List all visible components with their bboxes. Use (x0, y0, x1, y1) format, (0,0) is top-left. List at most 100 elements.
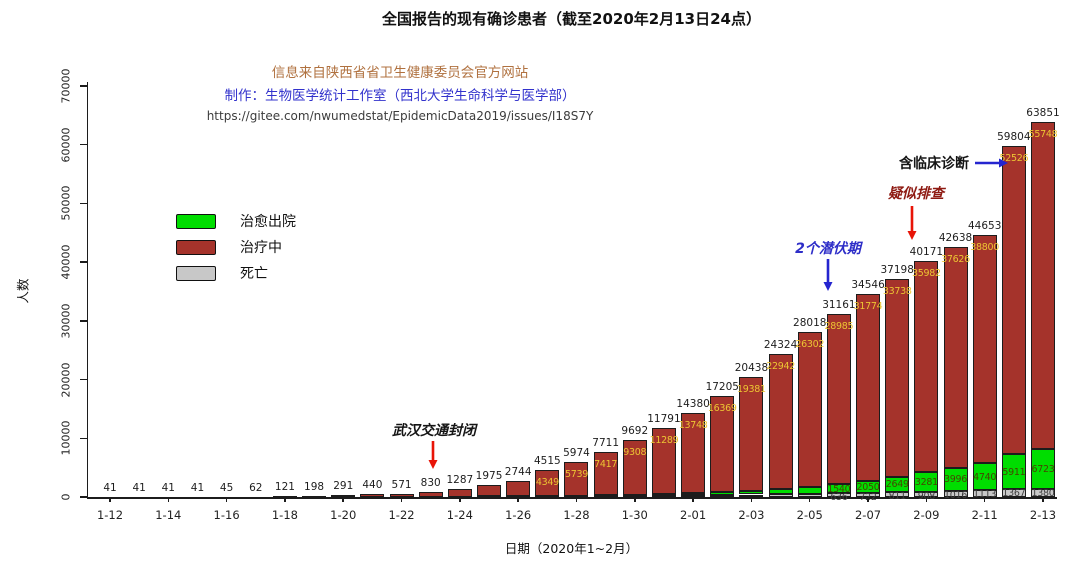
bar-dead-label: 1016 (944, 490, 968, 502)
bar-segment-treating (1030, 122, 1055, 450)
bar-treating-label: 52526 (999, 152, 1029, 164)
bar-segment-cured (972, 462, 997, 491)
bar-treating-label: 55748 (1028, 129, 1058, 141)
bar-treating-label: 7417 (594, 458, 618, 470)
bar-dead-label: 811 (888, 491, 907, 503)
bar-segment-treating (185, 496, 210, 499)
legend-item: 死亡 (176, 260, 296, 286)
bar-segment-cured (914, 472, 939, 492)
x-tick-label: 2-05 (796, 508, 823, 522)
x-tick-label: 1-16 (213, 508, 240, 522)
y-tick-mark (79, 143, 87, 146)
y-tick-mark (79, 496, 87, 498)
bar-total-label: 45 (219, 481, 234, 494)
x-tick-mark (692, 497, 694, 502)
source-note: 信息来自陕西省省卫生健康委员会官方网站 (271, 65, 529, 81)
bar-total-label: 291 (333, 480, 354, 493)
bar-dead-label: 636 (830, 492, 848, 504)
bar-segment-treating (506, 480, 531, 497)
bar-segment-cured (681, 493, 706, 496)
y-tick-mark (79, 261, 87, 263)
bar-treating-label: 9308 (623, 447, 647, 459)
bar-total-label: 28018 (793, 317, 827, 330)
bar-cured-label: 6723 (1031, 464, 1055, 476)
bar-segment-treating (914, 261, 939, 473)
arrow-head-two_incubation (823, 282, 833, 291)
x-tick-mark (400, 497, 403, 502)
x-axis-title: 日期（2020年1~2月） (504, 541, 639, 556)
bar-segment-cured (739, 490, 764, 495)
legend-item: 治愈出院 (176, 208, 296, 234)
x-tick-mark (284, 497, 286, 502)
y-tick-mark (79, 320, 87, 322)
bar-segment-dead (739, 494, 764, 497)
bar-total-label: 17205 (705, 380, 739, 393)
bar-segment-dead (856, 492, 881, 497)
bar-cured-label: 2649 (885, 479, 909, 491)
bar-treating-label: 4349 (535, 477, 559, 489)
y-tick-mark (79, 85, 87, 87)
y-tick-mark (79, 378, 87, 381)
bar-total-label: 34546 (851, 279, 885, 292)
bar-segment-dead (885, 492, 910, 497)
bar-segment-treating (681, 412, 706, 494)
bar-dead-label: 1380 (1031, 488, 1055, 500)
bar-dead-label: 1367 (1002, 488, 1026, 500)
x-tick-mark (517, 497, 519, 502)
bar-segment-cured (1030, 449, 1055, 489)
y-tick-mark (79, 437, 87, 440)
bar-treating-label: 11289 (649, 434, 679, 446)
chart-title: 全国报告的现有确诊患者（截至2020年2月13日24点） (382, 10, 761, 28)
bar-segment-dead (768, 494, 793, 497)
bar-total-label: 41 (190, 481, 205, 494)
x-tick-mark (459, 497, 461, 502)
bar-cured-label: 3996 (944, 474, 968, 486)
bar-treating-label: 5739 (564, 468, 588, 480)
credit-note: 制作：生物医学统计工作室（西北大学生命科学与医学部） (224, 88, 576, 104)
x-tick-mark (109, 497, 111, 502)
legend-swatch (176, 265, 216, 281)
bar-treating-label: 35982 (911, 268, 941, 280)
legend-swatch (176, 213, 216, 229)
bar-cured-label: 1540 (827, 484, 851, 496)
source-url-link[interactable]: https://gitee.com/nwumedstat/EpidemicDat… (206, 109, 594, 123)
bar-segment-treating (535, 470, 560, 497)
x-tick-label: 1-30 (621, 508, 648, 522)
bar-segment-treating (418, 492, 443, 497)
x-tick-mark (575, 497, 578, 502)
x-tick-label: 1-24 (446, 508, 473, 522)
bar-segment-cured (622, 494, 647, 497)
bar-segment-dead (1030, 488, 1055, 497)
bar-segment-cured (885, 476, 910, 493)
bar-total-label: 1287 (446, 474, 474, 487)
bar-segment-dead (710, 494, 735, 497)
x-tick-mark (1042, 497, 1044, 502)
legend-label: 死亡 (240, 266, 268, 282)
bar-total-label: 11791 (647, 412, 681, 425)
bar-total-label: 42638 (938, 231, 973, 244)
bar-total-label: 4515 (533, 455, 561, 468)
bar-treating-label: 38800 (970, 241, 1000, 253)
y-tick-mark (79, 202, 87, 205)
bar-total-label: 9692 (621, 425, 649, 438)
bar-total-label: 37198 (880, 263, 914, 276)
x-tick-label: 1-14 (155, 508, 182, 522)
annotation-wuhan-lockdown: 武汉交通封闭 (392, 423, 476, 439)
bar-segment-cured (856, 480, 881, 493)
bar-segment-treating (739, 376, 764, 491)
x-tick-label: 2-09 (913, 508, 940, 522)
bar-segment-cured (360, 496, 385, 499)
bar-total-label: 571 (391, 478, 412, 491)
bar-segment-cured (1001, 454, 1026, 489)
bar-cured-label: 4740 (973, 471, 997, 483)
bar-segment-cured (710, 492, 735, 495)
x-tick-label: 2-11 (971, 508, 998, 522)
bar-total-label: 44653 (967, 219, 1002, 232)
bar-segment-treating (360, 494, 385, 497)
bar-total-label: 20438 (734, 361, 769, 374)
bar-segment-treating (797, 332, 822, 487)
bar-segment-cured (768, 488, 793, 495)
